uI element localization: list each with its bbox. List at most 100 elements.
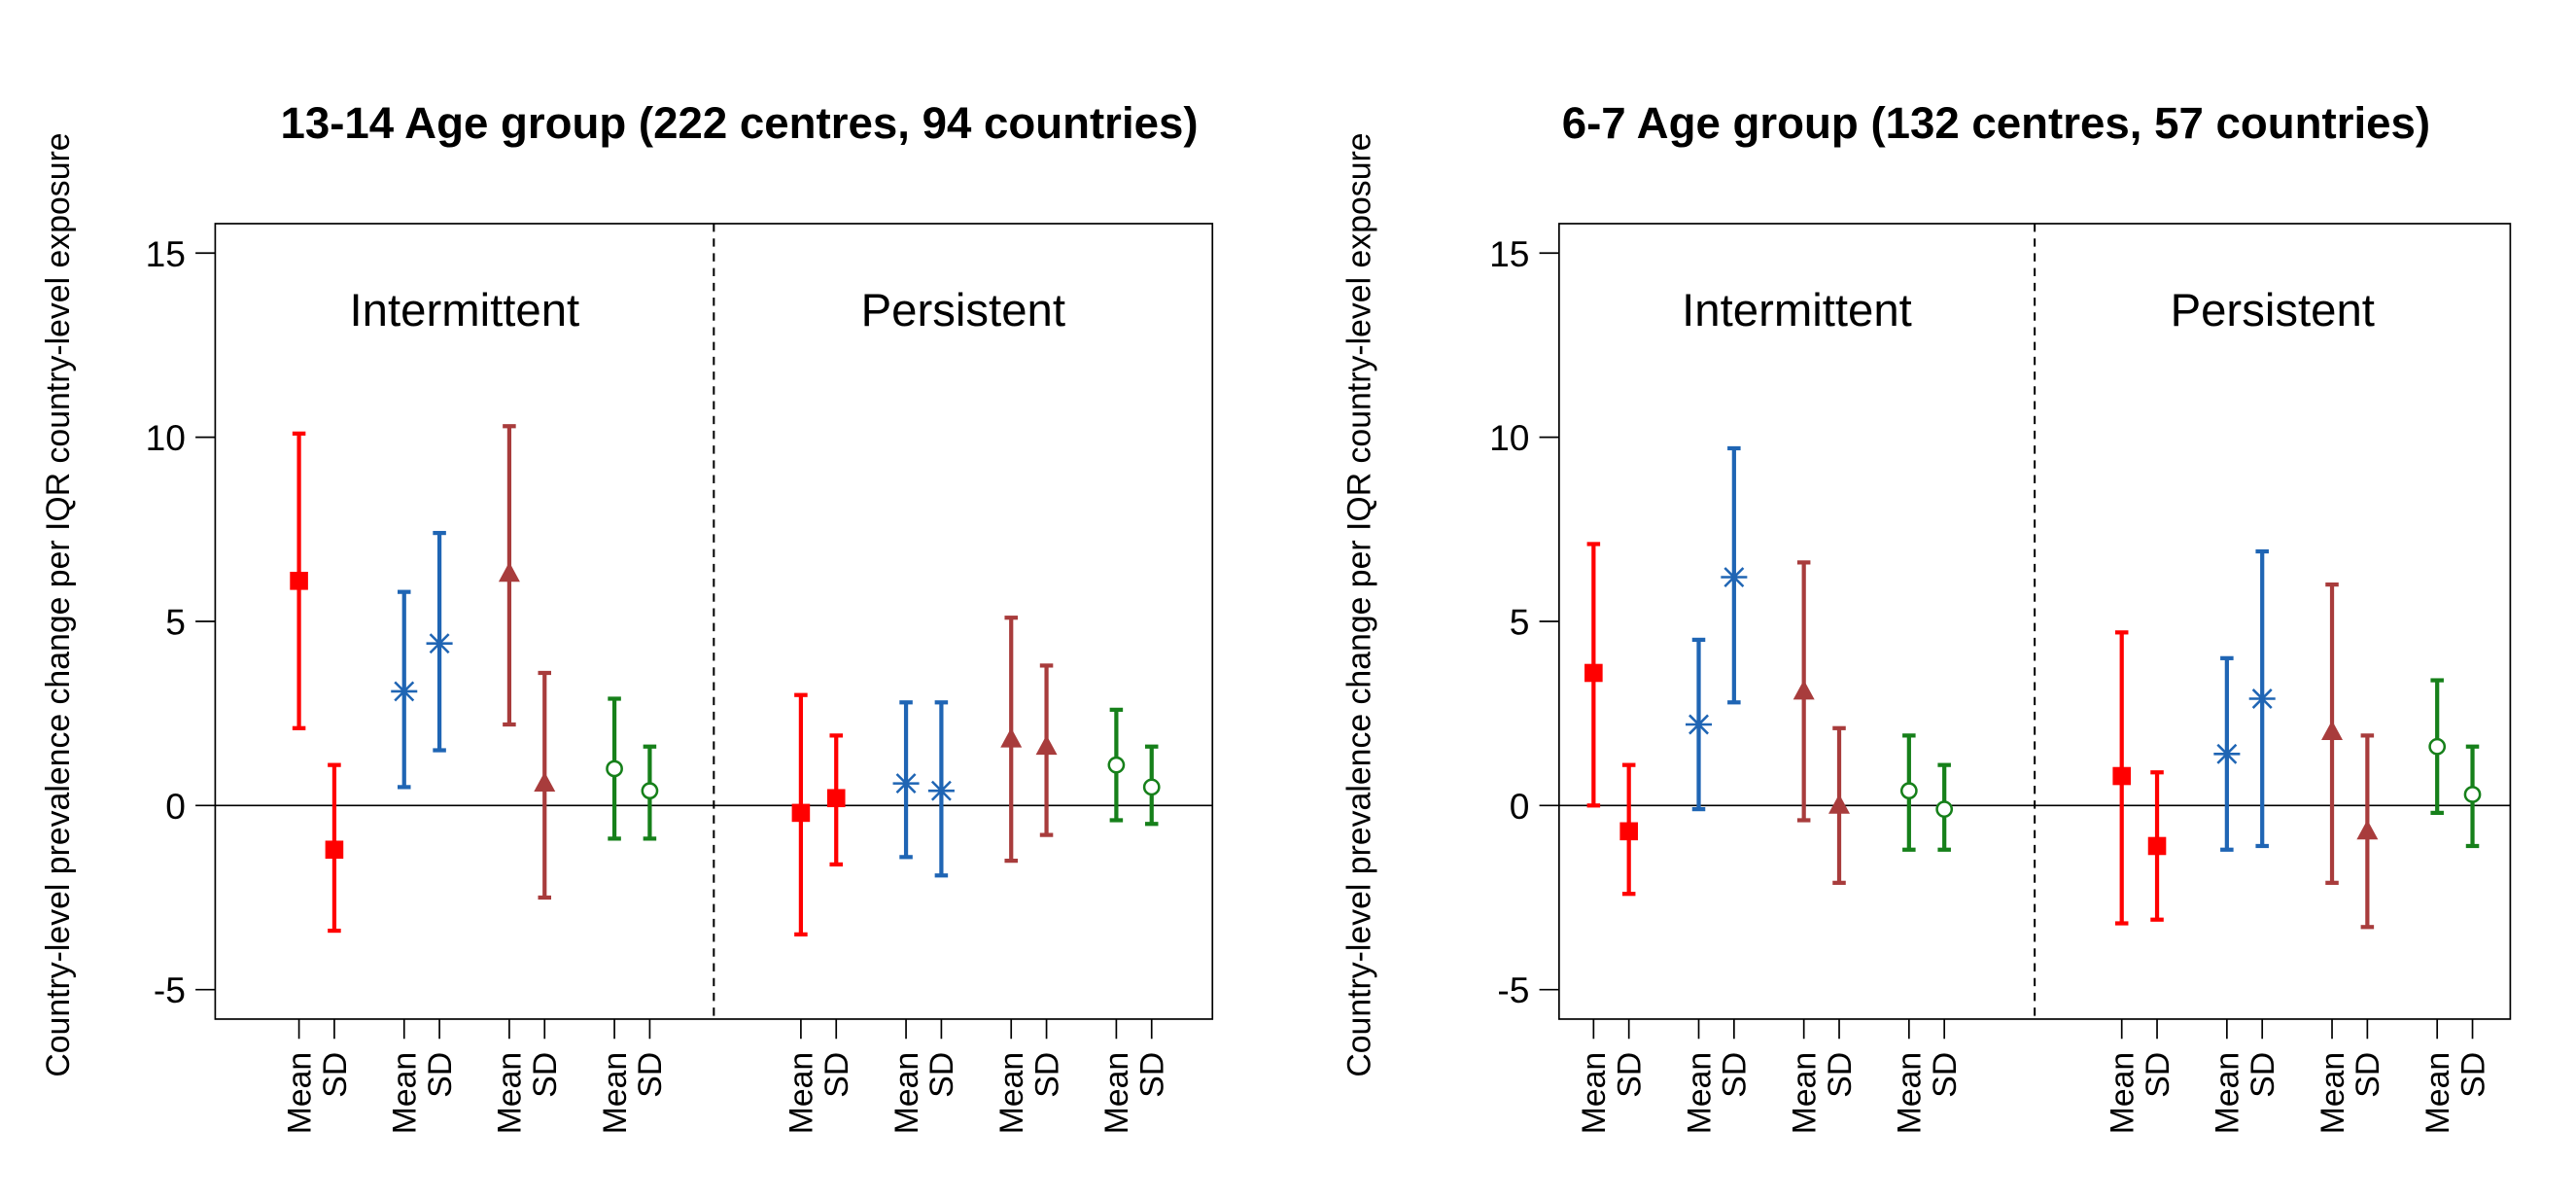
- y-tick-label: 0: [165, 786, 186, 827]
- error-bar: [2463, 744, 2482, 849]
- x-tick-label: SD: [1822, 1052, 1859, 1098]
- x-tick-label: SD: [527, 1052, 564, 1098]
- error-bar: [290, 431, 308, 730]
- point: [1935, 800, 1954, 818]
- error-bar: [1899, 733, 1918, 852]
- error-bar: [2112, 630, 2131, 926]
- point: [2463, 786, 2482, 803]
- x-tick-label: SD: [632, 1052, 669, 1098]
- x-tick-label: Mean: [281, 1052, 318, 1135]
- x-tick-label: Mean: [597, 1052, 634, 1135]
- point: [606, 759, 623, 778]
- point: [1899, 782, 1918, 800]
- x-tick-label: SD: [923, 1052, 960, 1098]
- y-tick-label: 5: [1510, 601, 1530, 642]
- point: [2248, 685, 2276, 713]
- y-tick-label: 10: [1489, 417, 1529, 458]
- error-bar: [1685, 637, 1713, 812]
- point: [391, 678, 418, 705]
- error-bar: [1793, 560, 1815, 823]
- point: [534, 771, 556, 793]
- x-tick-label: SD: [1612, 1052, 1649, 1098]
- x-tick-label: Mean: [2315, 1052, 2351, 1135]
- point: [2147, 836, 2167, 856]
- point: [498, 561, 520, 582]
- point: [826, 789, 846, 808]
- y-tick-label: 0: [1510, 786, 1530, 827]
- x-tick-label: Mean: [1892, 1052, 1929, 1135]
- x-tick-label: SD: [818, 1052, 855, 1098]
- error-bar: [791, 692, 811, 936]
- y-tick-label: 10: [146, 417, 186, 458]
- x-tick-label: Mean: [1576, 1052, 1613, 1135]
- error-bar: [1035, 663, 1058, 837]
- section-label: Persistent: [861, 285, 1065, 336]
- error-bar: [2213, 655, 2241, 852]
- error-bar: [534, 670, 556, 900]
- x-tick-label: SD: [1134, 1052, 1171, 1098]
- y-tick-label: 5: [165, 601, 186, 642]
- section-label: Persistent: [2171, 285, 2375, 336]
- y-tick-label: 15: [146, 233, 186, 274]
- section-label: Intermittent: [350, 285, 580, 336]
- section-label: Intermittent: [1682, 285, 1912, 336]
- point: [325, 840, 344, 860]
- x-tick-label: SD: [2454, 1052, 2491, 1098]
- y-tick-label: -5: [1497, 970, 1529, 1010]
- error-bar: [892, 700, 920, 860]
- error-bar: [1619, 762, 1638, 897]
- point: [791, 803, 811, 823]
- x-tick-label: SD: [2140, 1052, 2176, 1098]
- point: [1793, 680, 1815, 700]
- x-tick-label: SD: [2245, 1052, 2281, 1098]
- x-tick-label: Mean: [492, 1052, 529, 1135]
- error-bar: [826, 733, 846, 867]
- error-bar: [606, 696, 623, 841]
- y-axis-label: Country-level prevalence change per IQR …: [1341, 132, 1378, 1076]
- x-tick-label: Mean: [1098, 1052, 1135, 1135]
- y-tick-label: 15: [1489, 233, 1529, 274]
- error-bar: [1935, 762, 1954, 852]
- point: [1142, 778, 1161, 796]
- x-tick-label: Mean: [1787, 1052, 1824, 1135]
- point: [892, 770, 920, 797]
- y-tick-label: -5: [154, 970, 186, 1010]
- point: [927, 777, 955, 804]
- x-tick-label: Mean: [2210, 1052, 2246, 1135]
- x-tick-label: Mean: [783, 1052, 820, 1135]
- error-bar: [2321, 582, 2344, 885]
- chart-title: 13-14 Age group (222 centres, 94 countri…: [280, 98, 1198, 148]
- error-bar: [1000, 616, 1023, 864]
- point: [1619, 822, 1638, 841]
- point: [2112, 766, 2131, 786]
- point: [2428, 737, 2447, 756]
- point: [426, 630, 453, 657]
- error-bar: [2147, 770, 2167, 922]
- x-tick-label: SD: [1028, 1052, 1065, 1098]
- point: [1685, 711, 1713, 738]
- y-axis-label: Country-level prevalence change per IQR …: [40, 132, 77, 1076]
- x-tick-label: SD: [422, 1052, 459, 1098]
- x-tick-label: Mean: [888, 1052, 925, 1135]
- x-tick-label: SD: [1717, 1052, 1754, 1098]
- error-bar: [426, 530, 453, 753]
- point: [1584, 663, 1603, 683]
- point: [1721, 564, 1748, 591]
- error-bar: [2428, 678, 2447, 816]
- point: [2356, 819, 2379, 840]
- error-bar: [1142, 744, 1161, 827]
- point: [2213, 740, 2241, 767]
- error-bar: [1107, 707, 1126, 823]
- point: [1035, 734, 1058, 756]
- chart-title: 6-7 Age group (132 centres, 57 countries…: [1562, 98, 2430, 148]
- x-tick-label: SD: [1927, 1052, 1964, 1098]
- point: [1828, 794, 1850, 814]
- point: [2321, 720, 2344, 741]
- x-tick-label: SD: [2350, 1052, 2386, 1098]
- point: [1107, 756, 1126, 774]
- point: [641, 782, 659, 800]
- point: [1000, 727, 1023, 748]
- error-bar: [498, 424, 520, 727]
- error-bar: [1721, 445, 1748, 705]
